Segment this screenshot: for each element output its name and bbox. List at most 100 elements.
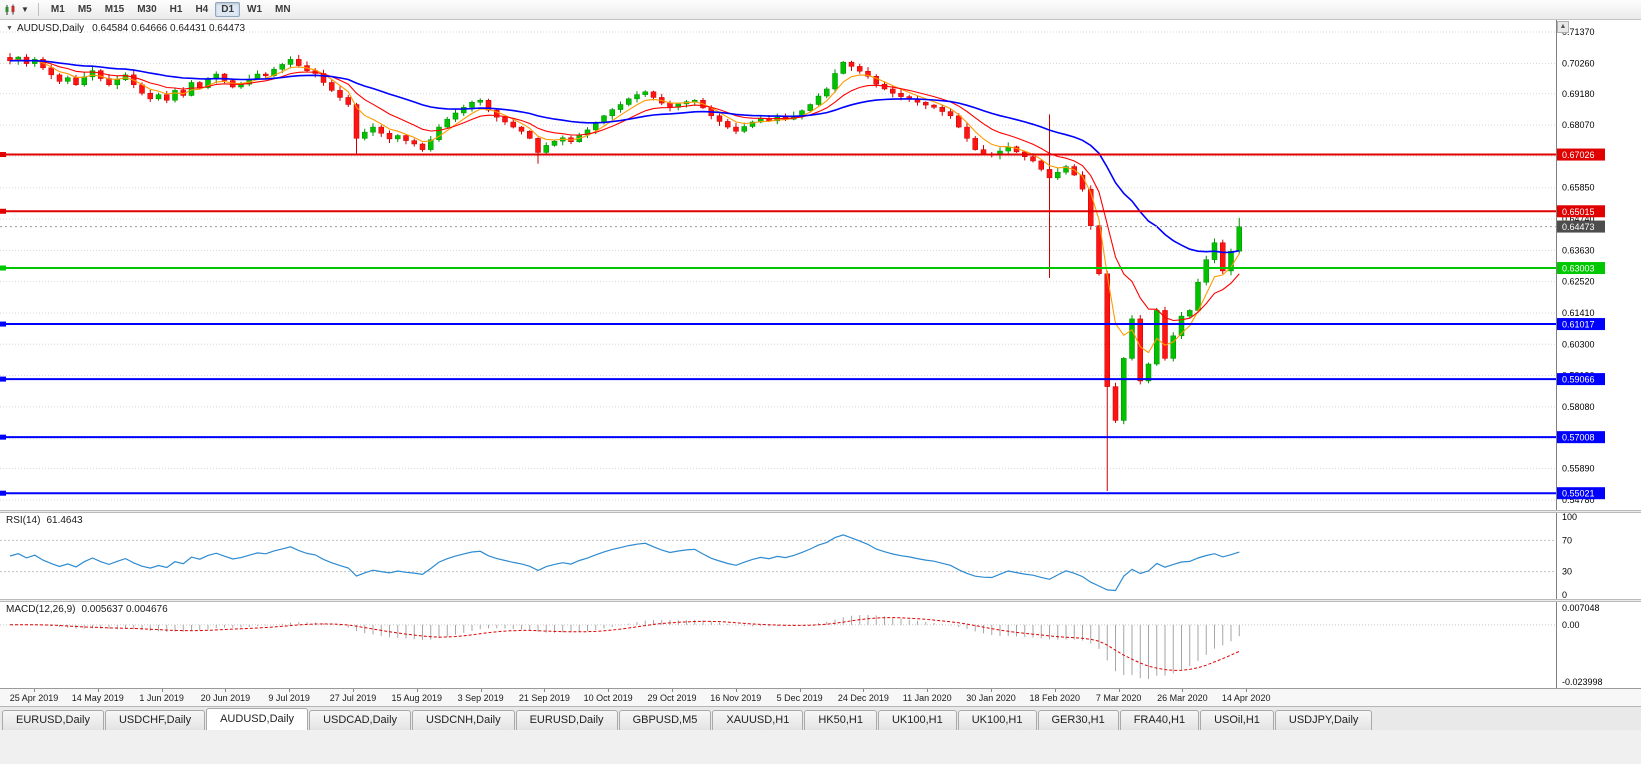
timeframe-button-w1[interactable]: W1: [247, 4, 263, 15]
y-axis-label: 0.65850: [1562, 183, 1595, 193]
macd-indicator-pane[interactable]: MACD(12,26,9) 0.005637 0.004676 0.007048 0…: [0, 602, 1641, 688]
x-axis-label: 5 Dec 2019: [776, 693, 823, 703]
rsi-label: RSI(14) 61.4643: [6, 515, 83, 526]
window-background: [0, 730, 1641, 764]
timeframe-button-m30[interactable]: M30: [137, 4, 157, 15]
moving-average-slow[interactable]: [9, 59, 1240, 254]
chevron-down-icon[interactable]: ▼: [21, 5, 29, 14]
candle-body: [1162, 310, 1168, 359]
hline-anchor[interactable]: [0, 265, 6, 271]
candle-body: [1046, 169, 1053, 179]
hline-price-tag-label: 0.63003: [1562, 264, 1595, 274]
rsi-axis-label: 70: [1562, 535, 1572, 545]
rsi-axis-label: 100: [1562, 513, 1577, 522]
y-axis-label: 0.55890: [1562, 464, 1595, 474]
timeframe-button-mn[interactable]: MN: [275, 4, 291, 15]
candle-body: [832, 73, 838, 90]
date-tick: [480, 689, 482, 692]
candle-body: [362, 131, 368, 139]
timeframe-button-h1[interactable]: H1: [169, 4, 183, 15]
collapse-triangle-icon[interactable]: ▼: [6, 25, 13, 32]
moving-average-fast[interactable]: [9, 59, 1240, 354]
y-axis-label: 0.69180: [1562, 89, 1595, 99]
pane-splitter[interactable]: [0, 599, 1641, 602]
hline-price-tag-label: 0.59066: [1562, 375, 1595, 385]
chart-type-icon[interactable]: [4, 4, 18, 16]
date-tick: [161, 689, 163, 692]
chart-tab-eurusd-daily[interactable]: EURUSD,Daily: [515, 710, 618, 730]
rsi-value: 61.4643: [46, 515, 83, 526]
timeframe-button-m1[interactable]: M1: [50, 4, 65, 15]
hline-anchor[interactable]: [0, 152, 6, 158]
chart-tab-uk100-h1[interactable]: UK100,H1: [957, 710, 1037, 730]
chart-tab-usoil-h1[interactable]: USOil,H1: [1200, 710, 1274, 730]
date-tick: [991, 689, 992, 692]
timeframe-button-h4[interactable]: H4: [195, 4, 209, 15]
current-price-tag: [1557, 220, 1605, 233]
candlestick-chart-icon: [5, 4, 15, 15]
chart-title: ▼ AUDUSD,Daily 0.64584 0.64666 0.64431 0.6…: [6, 23, 245, 34]
candle-body: [1203, 259, 1209, 283]
timeframe-button-d1[interactable]: D1: [215, 2, 241, 17]
hline-anchor[interactable]: [0, 208, 6, 214]
date-tick: [735, 689, 737, 692]
chart-tab-usdchf-daily[interactable]: USDCHF,Daily: [104, 710, 206, 730]
candle-body: [667, 102, 673, 108]
candle-body: [188, 82, 195, 96]
hline-anchor[interactable]: [0, 376, 6, 382]
candle-body: [1195, 281, 1201, 311]
candle-body: [898, 92, 904, 97]
y-axis-label: 0.54780: [1562, 495, 1595, 505]
candle-body: [477, 100, 483, 103]
rsi-axis-label: 30: [1562, 567, 1572, 577]
candle-body: [535, 138, 541, 153]
chart-tab-usdjpy-daily[interactable]: USDJPY,Daily: [1274, 710, 1373, 730]
chart-tab-xauusd-h1[interactable]: XAUUSD,H1: [712, 710, 804, 730]
x-axis-label: 3 Sep 2019: [457, 693, 504, 703]
chart-tab-fra40-h1[interactable]: FRA40,H1: [1119, 710, 1200, 730]
candle-body: [461, 107, 467, 114]
y-axis-label: 0.60300: [1562, 339, 1595, 349]
chart-tab-gbpusd-m5[interactable]: GBPUSD,M5: [618, 710, 712, 730]
chart-tab-ger30-h1[interactable]: GER30,H1: [1037, 710, 1119, 730]
price-chart-canvas[interactable]: 0.713700.702600.691800.680700.669600.658…: [0, 20, 1641, 510]
rsi-indicator-pane[interactable]: RSI(14) 61.4643 100 70 30 0: [0, 513, 1641, 599]
date-tick: [1182, 689, 1184, 692]
timeframe-button-m15[interactable]: M15: [104, 4, 125, 15]
chart-tab-uk100-h1[interactable]: UK100,H1: [877, 710, 957, 730]
scroll-to-end-button[interactable]: ▲: [1557, 21, 1569, 33]
chart-symbol: AUDUSD,Daily: [16, 23, 85, 34]
candle-body: [1063, 166, 1069, 173]
hline-anchor[interactable]: [0, 321, 6, 327]
candle-body: [972, 138, 978, 150]
toolbar-separator: [37, 3, 39, 16]
date-axis[interactable]: 25 Apr 2019 14 May 2019 1 Jun 2019 20 Jun 2…: [0, 688, 1641, 706]
y-axis-label: 0.68070: [1562, 120, 1595, 130]
chart-tab-usdcad-daily[interactable]: USDCAD,Daily: [309, 710, 412, 730]
candle-body: [345, 97, 351, 105]
hline-price-tag: [1557, 431, 1605, 444]
candle-body: [197, 82, 203, 88]
date-tick: [416, 689, 418, 692]
candle-body: [1220, 242, 1226, 272]
chart-tab-eurusd-daily[interactable]: EURUSD,Daily: [2, 710, 104, 730]
timeframe-button-m5[interactable]: M5: [77, 4, 92, 15]
hline-anchor[interactable]: [0, 490, 6, 496]
rsi-line: [9, 534, 1240, 592]
price-chart-pane[interactable]: ▼ AUDUSD,Daily 0.64584 0.64666 0.64431 0.6…: [0, 20, 1641, 510]
hline-anchor[interactable]: [0, 434, 6, 440]
chart-tab-hk50-h1[interactable]: HK50,H1: [804, 710, 877, 730]
pane-splitter[interactable]: [0, 510, 1641, 513]
chart-tab-audusd-daily[interactable]: AUDUSD,Daily: [206, 708, 309, 730]
x-axis-label: 21 Sep 2019: [518, 693, 570, 703]
macd-canvas[interactable]: 0.007048 0.00 -0.023998: [0, 602, 1641, 688]
chart-tab-usdcnh-daily[interactable]: USDCNH,Daily: [412, 710, 515, 730]
candle-body: [73, 77, 79, 86]
x-axis-label: 27 Jul 2019: [329, 693, 377, 703]
chart-ohlc-values: 0.64584 0.64666 0.64431 0.64473: [92, 23, 246, 34]
candle-body: [502, 116, 508, 123]
candle-body: [1170, 335, 1176, 359]
candle-body: [609, 109, 615, 117]
rsi-canvas[interactable]: 100 70 30 0: [0, 513, 1641, 599]
candle-body: [1088, 188, 1094, 227]
